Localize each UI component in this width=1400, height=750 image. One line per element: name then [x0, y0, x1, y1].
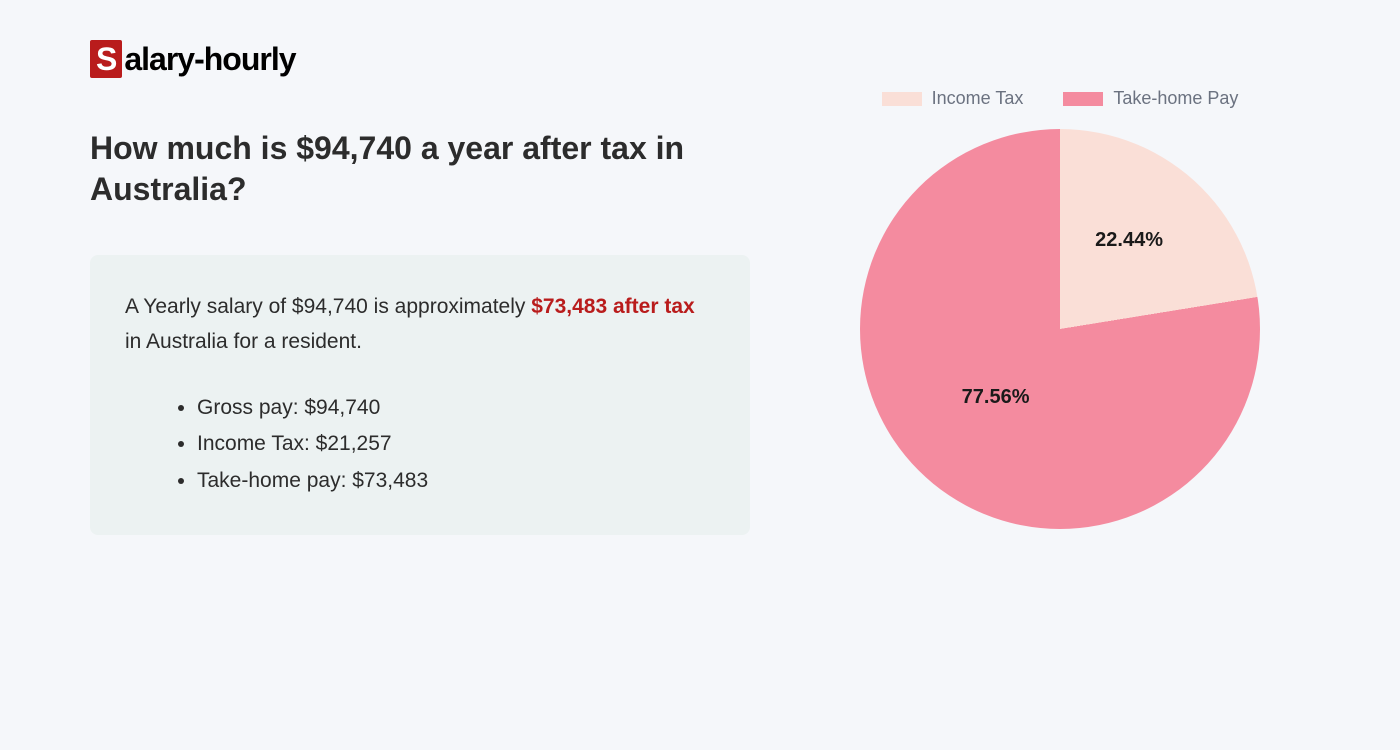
list-item: Take-home pay: $73,483	[197, 463, 715, 500]
slice-label-takehome: 77.56%	[962, 386, 1030, 409]
slice-label-tax: 22.44%	[1095, 229, 1163, 252]
summary-post: in Australia for a resident.	[125, 330, 362, 353]
breakdown-list: Gross pay: $94,740 Income Tax: $21,257 T…	[125, 390, 715, 500]
legend-label: Take-home Pay	[1113, 88, 1238, 109]
legend-item-tax: Income Tax	[882, 88, 1024, 109]
legend-item-takehome: Take-home Pay	[1063, 88, 1238, 109]
main-content: How much is $94,740 a year after tax in …	[90, 128, 1310, 534]
site-logo: Salary-hourly	[90, 40, 1310, 78]
legend-swatch-tax	[882, 92, 922, 106]
pie-chart: 22.44% 77.56%	[860, 129, 1260, 529]
list-item: Income Tax: $21,257	[197, 426, 715, 463]
text-column: How much is $94,740 a year after tax in …	[90, 128, 750, 534]
logo-text: alary-hourly	[124, 41, 295, 78]
summary-text: A Yearly salary of $94,740 is approximat…	[125, 290, 715, 359]
summary-box: A Yearly salary of $94,740 is approximat…	[90, 255, 750, 535]
chart-column: Income Tax Take-home Pay 22.44% 77.56%	[810, 88, 1310, 534]
legend-swatch-takehome	[1063, 92, 1103, 106]
summary-pre: A Yearly salary of $94,740 is approximat…	[125, 295, 531, 318]
chart-legend: Income Tax Take-home Pay	[882, 88, 1239, 109]
page-heading: How much is $94,740 a year after tax in …	[90, 128, 750, 210]
pie-disc	[860, 129, 1260, 529]
summary-highlight: $73,483 after tax	[531, 295, 694, 318]
legend-label: Income Tax	[932, 88, 1024, 109]
logo-badge: S	[90, 40, 122, 78]
list-item: Gross pay: $94,740	[197, 390, 715, 427]
